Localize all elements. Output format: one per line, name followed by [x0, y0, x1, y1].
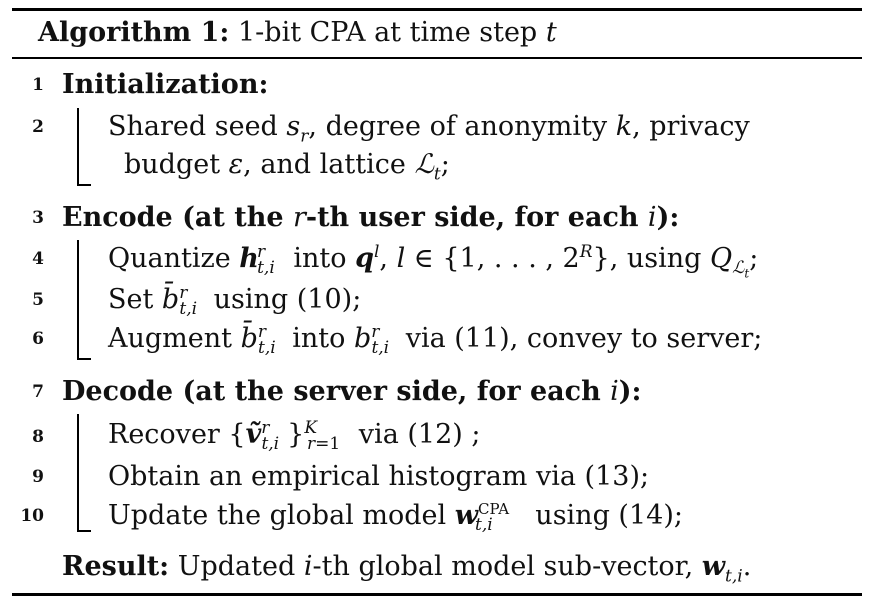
- algorithm-line: Set b̄rt,i using (10);: [108, 283, 362, 320]
- block-bar: [77, 414, 79, 532]
- algorithm-line: Update the global model wCPAt,i using (1…: [108, 500, 683, 536]
- algorithm-line-continued: budget ε, and lattice ℒt;: [124, 149, 450, 185]
- block-foot: [77, 184, 91, 186]
- top-rule: [12, 8, 862, 11]
- line-number: 1: [32, 75, 44, 95]
- algorithm-line: Recover {ṽrt,i}Kr=1 via (12) ;: [108, 418, 481, 455]
- line-number: 7: [32, 382, 44, 402]
- encode-heading: Encode (at the r-th user side, for each …: [62, 202, 680, 233]
- decode-heading: Decode (at the server side, for each i):: [62, 376, 642, 407]
- algorithm-line: Shared seed sr, degree of anonymity k, p…: [108, 111, 750, 147]
- line-number: 8: [32, 427, 44, 447]
- algorithm-result: Result: Updated i-th global model sub-ve…: [62, 551, 752, 587]
- line-number: 2: [32, 117, 44, 137]
- algorithm-line: Quantize hrt,i into ql, l ∈ {1, . . . , …: [108, 242, 759, 281]
- line-number: 3: [32, 208, 44, 228]
- initialization-heading: Initialization:: [62, 69, 269, 100]
- bottom-rule: [12, 593, 862, 596]
- line-number: 4: [32, 249, 44, 269]
- line-number: 5: [32, 290, 44, 310]
- algorithm-line: Obtain an empirical histogram via (13);: [108, 461, 650, 492]
- algorithm-caption: Algorithm 1: 1-bit CPA at time step t: [38, 17, 557, 48]
- block-bar: [77, 240, 79, 360]
- block-foot: [77, 530, 91, 532]
- algorithm-line: Augment b̄rt,i into brt,i via (11), conv…: [108, 322, 763, 359]
- block-foot: [77, 358, 91, 360]
- line-number: 9: [32, 467, 44, 487]
- caption-rule: [12, 57, 862, 59]
- line-number: 10: [20, 506, 44, 526]
- line-number: 6: [32, 329, 44, 349]
- block-bar: [77, 108, 79, 186]
